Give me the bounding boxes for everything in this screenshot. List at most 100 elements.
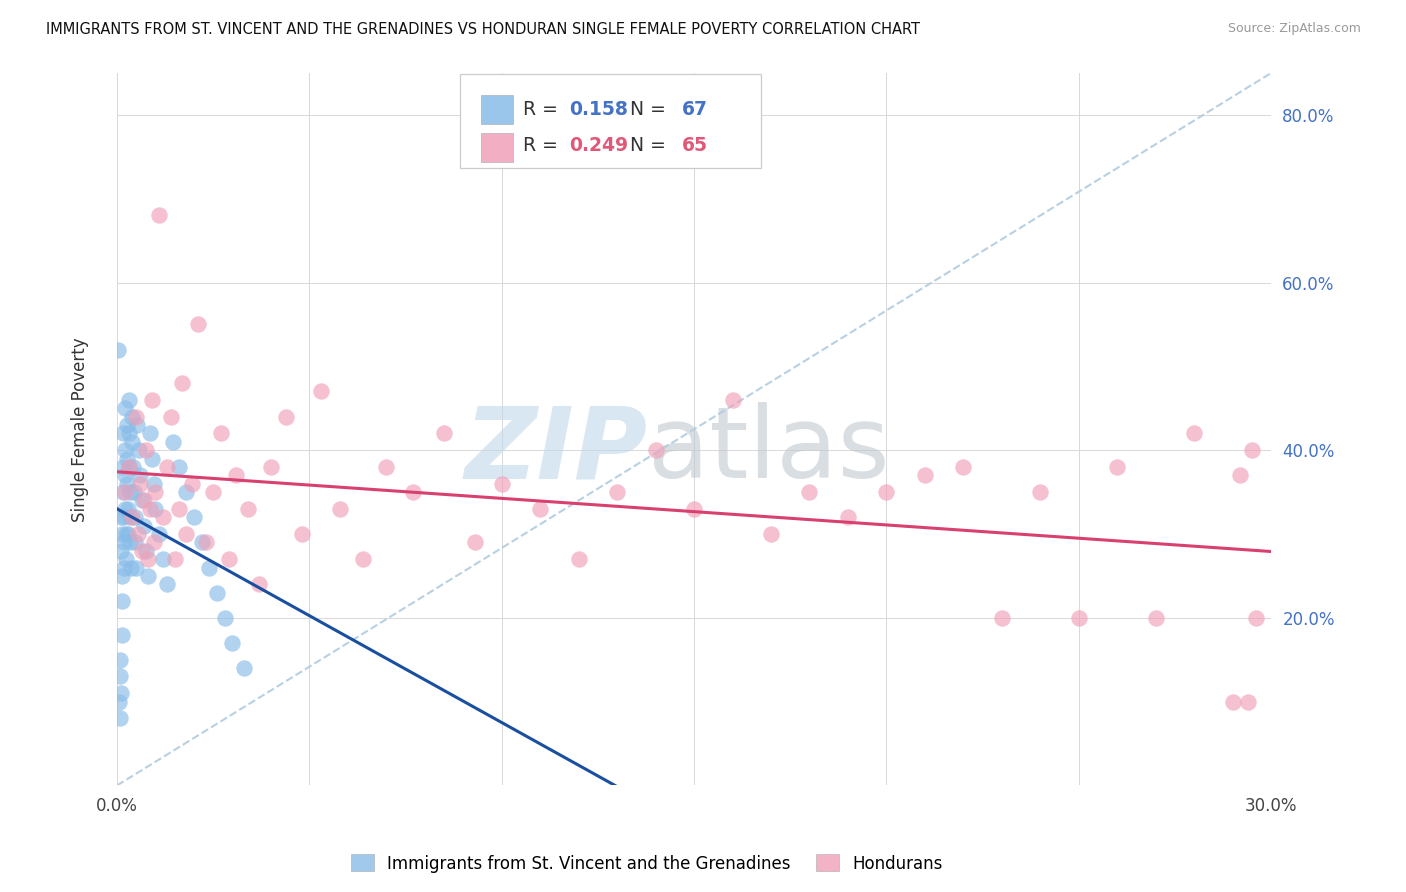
Text: N =: N =	[617, 136, 672, 155]
Point	[162, 434, 184, 449]
Point	[190, 535, 212, 549]
Point	[118, 426, 141, 441]
Point	[1222, 695, 1244, 709]
Point	[799, 485, 821, 500]
Point	[1237, 695, 1260, 709]
Point	[115, 417, 138, 432]
Point	[167, 501, 190, 516]
Point	[1244, 611, 1267, 625]
Text: R =: R =	[523, 100, 564, 120]
Point	[529, 501, 551, 516]
Point	[837, 510, 859, 524]
Point	[127, 527, 149, 541]
Point	[111, 627, 134, 641]
Point	[1229, 468, 1251, 483]
Point	[129, 476, 152, 491]
Point	[759, 527, 782, 541]
Point	[148, 527, 170, 541]
FancyBboxPatch shape	[481, 133, 513, 161]
Point	[1067, 611, 1090, 625]
Point	[145, 501, 167, 516]
Point	[121, 434, 143, 449]
Text: ZIP: ZIP	[465, 402, 648, 500]
Point	[136, 552, 159, 566]
Point	[721, 392, 744, 407]
Point	[114, 401, 136, 416]
Point	[110, 686, 132, 700]
Point	[111, 426, 134, 441]
Point	[152, 510, 174, 524]
Point	[156, 459, 179, 474]
FancyBboxPatch shape	[460, 74, 761, 168]
Point	[402, 485, 425, 500]
Point	[114, 468, 136, 483]
Point	[118, 459, 141, 474]
Point	[118, 485, 141, 500]
Point	[135, 543, 157, 558]
Point	[117, 459, 139, 474]
Point	[187, 318, 209, 332]
Point	[111, 594, 134, 608]
Point	[141, 451, 163, 466]
Point	[108, 711, 131, 725]
Point	[375, 459, 398, 474]
Text: IMMIGRANTS FROM ST. VINCENT AND THE GRENADINES VS HONDURAN SINGLE FEMALE POVERTY: IMMIGRANTS FROM ST. VINCENT AND THE GREN…	[46, 22, 921, 37]
Point	[112, 510, 135, 524]
Point	[247, 577, 270, 591]
Point	[111, 527, 134, 541]
Point	[214, 611, 236, 625]
Point	[111, 459, 134, 474]
Point	[1029, 485, 1052, 500]
Point	[120, 510, 142, 524]
Point	[1240, 443, 1263, 458]
Point	[122, 459, 145, 474]
Point	[114, 501, 136, 516]
Point	[127, 417, 149, 432]
Y-axis label: Single Female Poverty: Single Female Poverty	[72, 337, 89, 522]
Point	[221, 636, 243, 650]
Point	[114, 443, 136, 458]
Point	[138, 426, 160, 441]
Text: 0.158: 0.158	[569, 100, 628, 120]
Point	[110, 653, 132, 667]
Point	[202, 485, 225, 500]
Point	[152, 552, 174, 566]
Point	[181, 476, 204, 491]
Point	[145, 485, 167, 500]
Point	[464, 535, 486, 549]
Point	[142, 476, 165, 491]
Point	[141, 392, 163, 407]
Point	[117, 392, 139, 407]
Point	[172, 376, 194, 390]
Point	[225, 468, 247, 483]
Point	[107, 343, 129, 357]
Point	[276, 409, 298, 424]
Point	[236, 501, 259, 516]
Point	[291, 527, 314, 541]
Point	[1182, 426, 1205, 441]
Text: N =: N =	[617, 100, 672, 120]
Point	[914, 468, 936, 483]
Point	[163, 552, 186, 566]
Point	[433, 426, 456, 441]
Point	[683, 501, 706, 516]
Point	[606, 485, 628, 500]
Point	[121, 409, 143, 424]
Point	[128, 443, 150, 458]
Point	[120, 560, 142, 574]
Point	[160, 409, 183, 424]
Text: R =: R =	[523, 136, 564, 155]
Point	[108, 669, 131, 683]
Point	[174, 527, 197, 541]
Point	[952, 459, 974, 474]
Point	[131, 543, 153, 558]
Point	[124, 510, 146, 524]
FancyBboxPatch shape	[481, 95, 513, 124]
Point	[183, 510, 205, 524]
Point	[491, 476, 513, 491]
Point	[174, 485, 197, 500]
Point	[352, 552, 374, 566]
Point	[233, 661, 256, 675]
Point	[124, 535, 146, 549]
Point	[644, 443, 666, 458]
